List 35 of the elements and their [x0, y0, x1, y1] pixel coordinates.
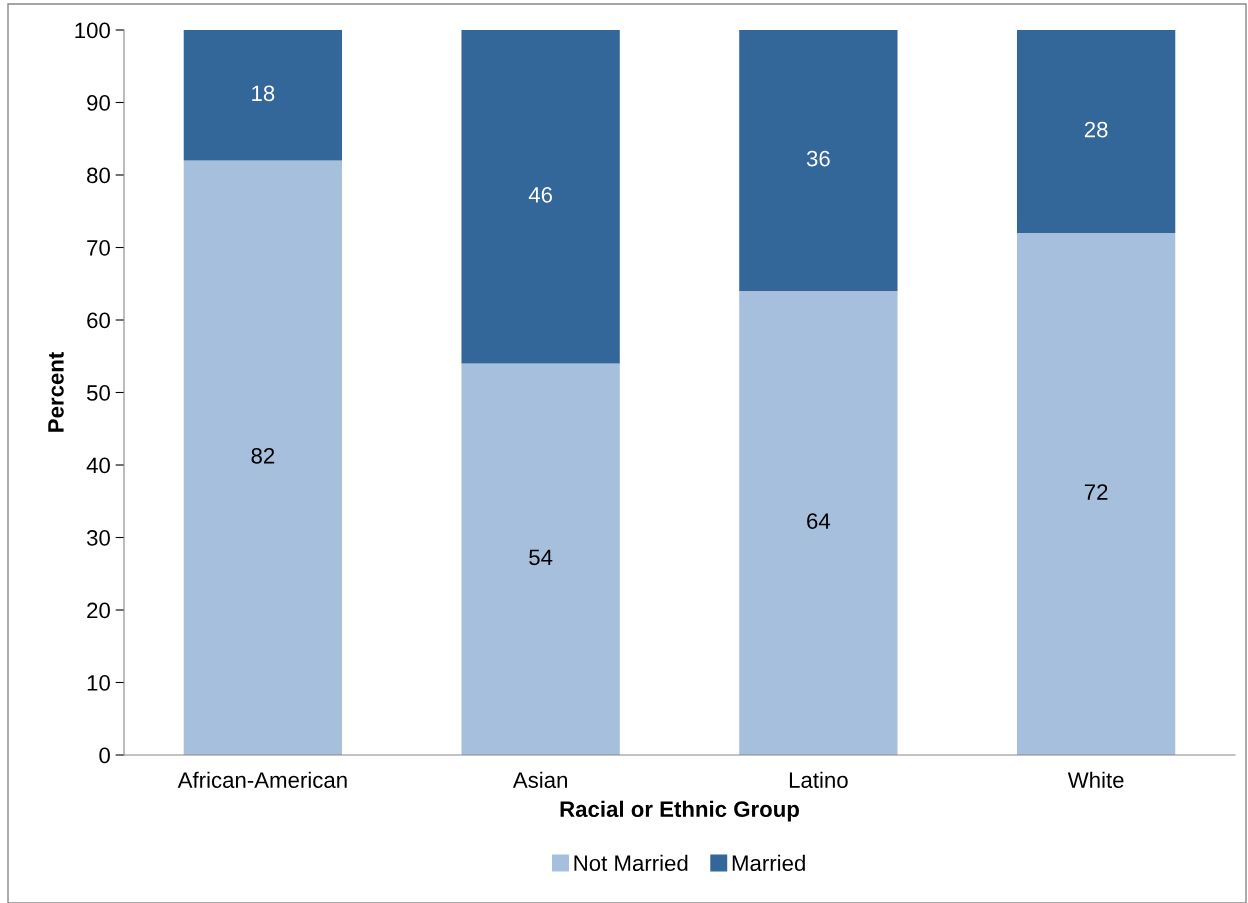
y-tick-label: 70 — [87, 240, 110, 256]
data-label: 72 — [1084, 484, 1108, 500]
bar — [461, 30, 620, 364]
data-label: 28 — [1084, 121, 1108, 138]
legend-label: Not Married — [574, 854, 688, 872]
x-tick-label: African-American — [177, 771, 347, 788]
x-tick-label: White — [1067, 771, 1124, 788]
y-tick-label: 40 — [86, 457, 110, 474]
y-tick-label: 30 — [86, 530, 110, 546]
data-label: 64 — [807, 513, 831, 529]
bar — [1016, 30, 1176, 233]
bar — [183, 30, 343, 161]
x-tick-label: Latino — [789, 771, 848, 788]
x-tick-label: Asian — [512, 771, 567, 788]
bar — [461, 363, 620, 755]
data-label: 18 — [252, 85, 275, 102]
bar — [1016, 233, 1176, 755]
y-tick-label: 100 — [75, 22, 110, 39]
y-tick-label: 10 — [87, 675, 110, 691]
legend-label: Married — [732, 854, 805, 872]
x-axis-title: Racial or Ethnic Group — [560, 800, 799, 822]
bar — [739, 291, 898, 755]
bar — [183, 160, 343, 755]
data-label: 82 — [251, 447, 275, 464]
data-label: 54 — [529, 549, 553, 566]
bar — [739, 30, 898, 291]
data-label: 46 — [528, 186, 553, 203]
y-axis-title: Percent — [48, 352, 64, 432]
y-tick-label: 80 — [87, 167, 110, 184]
y-tick-label: 90 — [87, 95, 110, 111]
data-label: 36 — [806, 150, 830, 167]
y-tick-label: 20 — [87, 602, 110, 619]
y-tick-label: 60 — [87, 312, 110, 329]
y-tick-label: 50 — [86, 385, 110, 401]
y-tick-label: 0 — [99, 747, 110, 764]
